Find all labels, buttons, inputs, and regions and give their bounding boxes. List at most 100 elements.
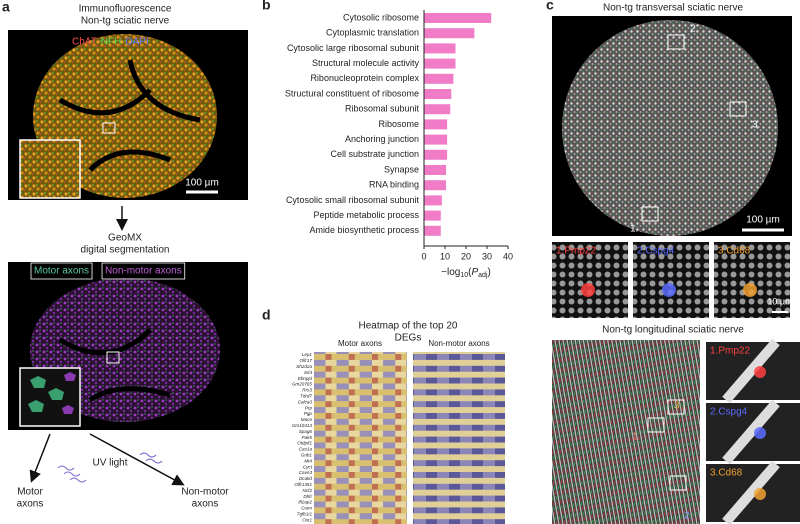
category-label: Structural constituent of ribosome <box>285 88 419 98</box>
output-label: Non-motor <box>181 487 229 498</box>
category-label: Amide biosynthetic process <box>309 225 419 235</box>
roi-label: 2. <box>690 24 698 35</box>
panel-title: Non-tg sciatic nerve <box>81 16 170 27</box>
gene-label: Olfr17 <box>299 358 312 363</box>
gene-label: Ifi2ap2 <box>298 500 312 505</box>
gene-label: Mt4 <box>304 458 312 463</box>
bar <box>424 210 441 221</box>
stain-label: NFH <box>101 37 122 48</box>
gene-label: Otdpif1 <box>297 441 312 446</box>
inset-image <box>552 242 628 318</box>
signal <box>662 283 676 297</box>
stain-label: DAPI <box>125 37 148 48</box>
legend: Motor axons Non-motor axons <box>30 262 186 280</box>
segment-label: Motor axons <box>34 266 89 277</box>
category-label: Synapse <box>384 164 419 174</box>
x-axis-label: −log10(Padj) <box>441 267 491 280</box>
bar <box>424 43 456 54</box>
gene-label: Ebnppl <box>298 376 313 381</box>
panel-title: Heatmap of the top 20 <box>359 321 458 332</box>
panel-label: c <box>546 0 554 13</box>
bar <box>424 149 448 160</box>
septa <box>58 59 201 172</box>
signal <box>754 366 766 378</box>
inset-label: 3.Cd68 <box>718 246 751 257</box>
signal <box>743 283 757 297</box>
output-label: Motor <box>17 487 43 498</box>
bar <box>424 89 452 99</box>
inset-image <box>633 242 709 318</box>
gene-label: Olfr1351 <box>294 482 312 487</box>
gene-label: Calca3 <box>298 399 313 404</box>
inset <box>19 139 81 199</box>
inset-label: 1.Pmp22 <box>710 346 750 357</box>
gene-label: Prp <box>305 405 313 410</box>
panel-title: DEGs <box>395 333 422 344</box>
bar <box>424 28 475 39</box>
scale-label: 100 µm <box>185 178 219 189</box>
gene-label: Dcakd <box>299 476 312 481</box>
x-tick-label: 40 <box>503 251 513 261</box>
bar-chart: Cytosolic ribosome Cytoplasmic translatio… <box>285 10 513 279</box>
roi-box <box>641 206 659 222</box>
roi-box <box>102 122 116 134</box>
gene-label: Cas1a <box>299 447 313 452</box>
output-label: axons <box>192 499 219 510</box>
x-tick-label: 0 <box>421 251 426 261</box>
category-label: Cell substrate junction <box>330 149 419 159</box>
gene-label: Sh2d2a <box>296 364 312 369</box>
panel-title: Non-tg longitudinal sciatic nerve <box>602 325 744 336</box>
roi-box <box>729 101 747 117</box>
panel-label: a <box>2 0 10 15</box>
inset-axons <box>28 376 64 412</box>
roi-label: 3. <box>752 120 760 131</box>
bar <box>424 134 448 145</box>
gene-labels: Lep1Olfr17Sh2d2aSrl4EbnpplGm20765Rrs3Tdr… <box>292 352 313 522</box>
gene-label: Ncf2 <box>303 488 313 493</box>
bar <box>424 195 442 206</box>
legend: ChAT NFH DAPI <box>72 37 149 48</box>
bar <box>424 119 448 130</box>
bar <box>424 13 492 23</box>
x-axis-label-part: adj <box>478 272 488 279</box>
signal <box>581 283 595 297</box>
gene-label: Oxt1 <box>302 517 312 522</box>
category-label: Cytosolic small ribosomal subunit <box>286 195 420 205</box>
heatmap <box>413 352 505 524</box>
panel-title: Non-tg transversal sciatic nerve <box>603 3 743 14</box>
scale-label: 100 µm <box>746 215 780 226</box>
fiber <box>722 399 780 465</box>
category-label: Ribosomal subunit <box>345 104 420 114</box>
fiber <box>722 338 780 404</box>
group-label: Motor axons <box>338 339 382 348</box>
inset-label: 2.Cspg4 <box>710 407 748 418</box>
x-axis-label-part: ) <box>488 267 491 278</box>
bar <box>424 180 447 191</box>
gene-label: Pak5 <box>302 435 313 440</box>
uv-waves <box>57 452 163 483</box>
bar <box>424 58 456 69</box>
bar <box>424 225 441 236</box>
inset-image <box>714 242 790 318</box>
arrow <box>29 433 51 483</box>
gene-label: Gm20765 <box>292 382 313 387</box>
category-label: Ribosome <box>378 119 419 129</box>
segment-label: Non-motor axons <box>105 266 182 277</box>
roi-box <box>669 475 687 491</box>
category-label: Peptide metabolic process <box>313 210 419 220</box>
x-axis-label-part: −log <box>441 267 460 278</box>
inset-label: 1.Pmp22 <box>556 246 596 257</box>
gene-label: Mace <box>301 417 313 422</box>
gene-label: Gm10413 <box>292 423 313 428</box>
category-label: Cytosolic large ribosomal subunit <box>287 43 420 53</box>
insets: 1.Pmp22 2.Cspg4 3.Cd68 <box>706 338 800 524</box>
roi-label: 2. <box>684 511 692 522</box>
scale-label: 10 µm <box>767 296 792 306</box>
arrow <box>89 433 185 486</box>
x-tick-label: 20 <box>461 251 471 261</box>
panel-label: b <box>262 0 271 13</box>
gene-label: Cyct <box>303 464 313 469</box>
output-label: axons <box>17 499 44 510</box>
gene-label: Tgfb1i1 <box>297 512 313 517</box>
